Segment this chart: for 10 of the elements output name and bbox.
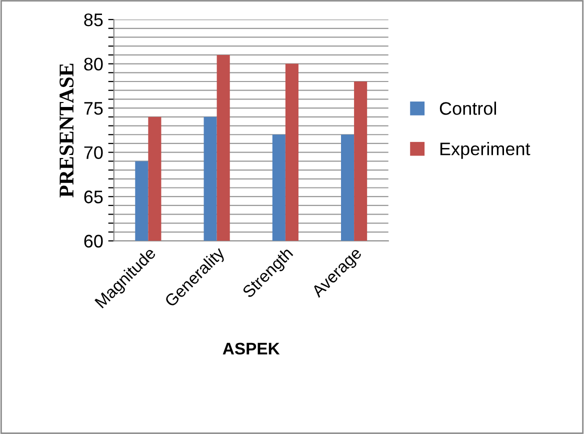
y-tick-label: 80 xyxy=(84,58,103,71)
y-tick-label: 60 xyxy=(84,234,103,248)
y-tick-label: 70 xyxy=(84,146,103,160)
y-tick-label: 85 xyxy=(84,13,103,26)
y-tick-label: 75 xyxy=(84,102,103,115)
legend-label: Control xyxy=(440,102,496,115)
legend-label: Experiment xyxy=(440,142,530,159)
y-axis-title: PRESENTASE xyxy=(60,64,74,198)
y-tick-label: 65 xyxy=(84,190,103,204)
x-axis-title: ASPEK xyxy=(222,342,280,355)
